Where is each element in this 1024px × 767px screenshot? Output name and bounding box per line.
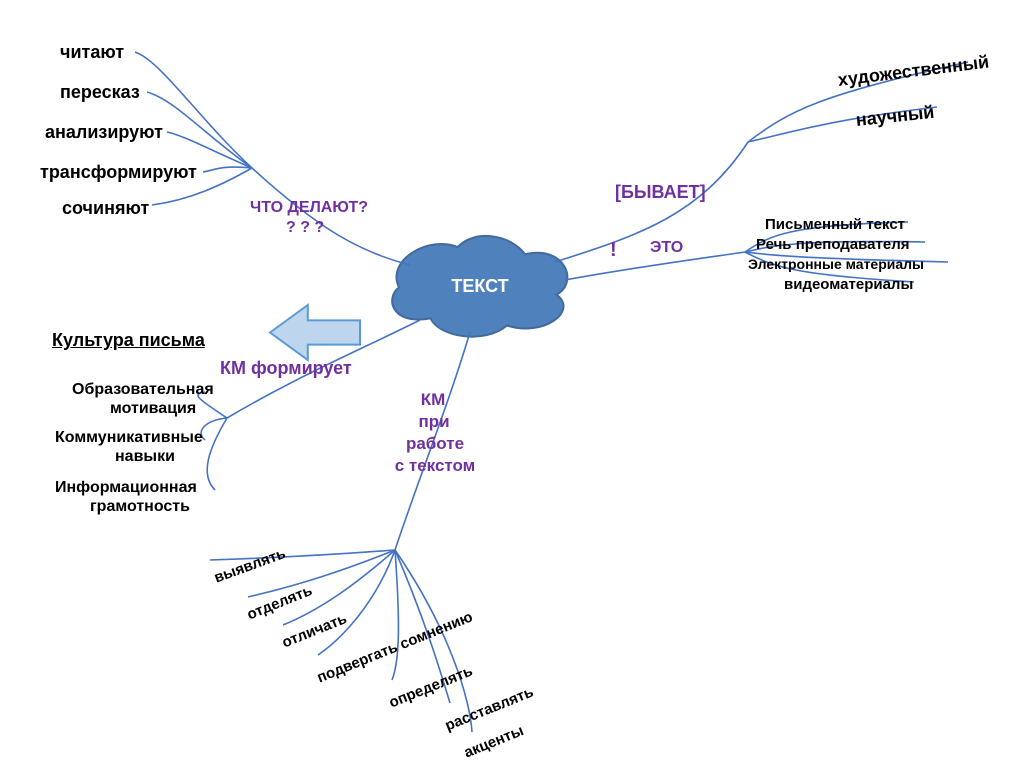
whatdo-item: трансформируют [40,162,197,184]
branch-title-whatdo-1: ЧТО ДЕЛАЮТ? [250,198,368,217]
types-item: научный [855,102,935,132]
km-form-item: Информационная [55,478,197,497]
branch-title-bottom-4: с текстом [390,456,480,476]
branch-title-bottom-2: при [414,412,454,432]
whatdo-item: пересказ [60,82,140,104]
km-form-item: навыки [115,447,175,466]
branch-title-eto: ЭТО [650,238,683,257]
km-form-item: Коммуникативные [55,428,203,447]
branch-title-whatdo-2: ? ? ? [286,218,324,237]
branch-title-types: [БЫВАЕТ] [615,182,706,204]
whatdo-item: читают [60,42,124,64]
branch-title-bottom-3: работе [400,434,470,454]
km-form-header: Культура письма [52,330,205,352]
km-form-item: Образовательная [72,380,214,399]
center-node-label: ТЕКСТ [390,276,570,298]
eto-item: Речь преподавателя [756,236,910,254]
whatdo-item: сочиняют [62,198,149,220]
bottom-item: отличать [280,610,350,652]
bottom-item: отделять [245,582,315,624]
whatdo-item: анализируют [45,122,163,144]
mindmap-canvas: ТЕКСТ ЧТО ДЕЛАЮТ? ? ? ? [БЫВАЕТ] ! ЭТО К… [0,0,1024,767]
eto-item: видеоматериалы [784,276,913,294]
eto-item: Письменный текст [765,216,905,234]
bottom-item: определять [387,663,476,713]
branch-title-eto-excl: ! [610,238,617,262]
km-form-item: мотивация [110,399,196,418]
branch-title-bottom-1: КМ [418,390,448,410]
eto-item: Электронные материалы [748,256,924,273]
branch-title-km-form: КМ формирует [220,358,352,380]
types-item: художественный [837,52,991,92]
km-form-item: грамотность [90,497,190,516]
bottom-item: акценты [462,722,527,762]
bottom-item: выявлять [212,545,288,587]
